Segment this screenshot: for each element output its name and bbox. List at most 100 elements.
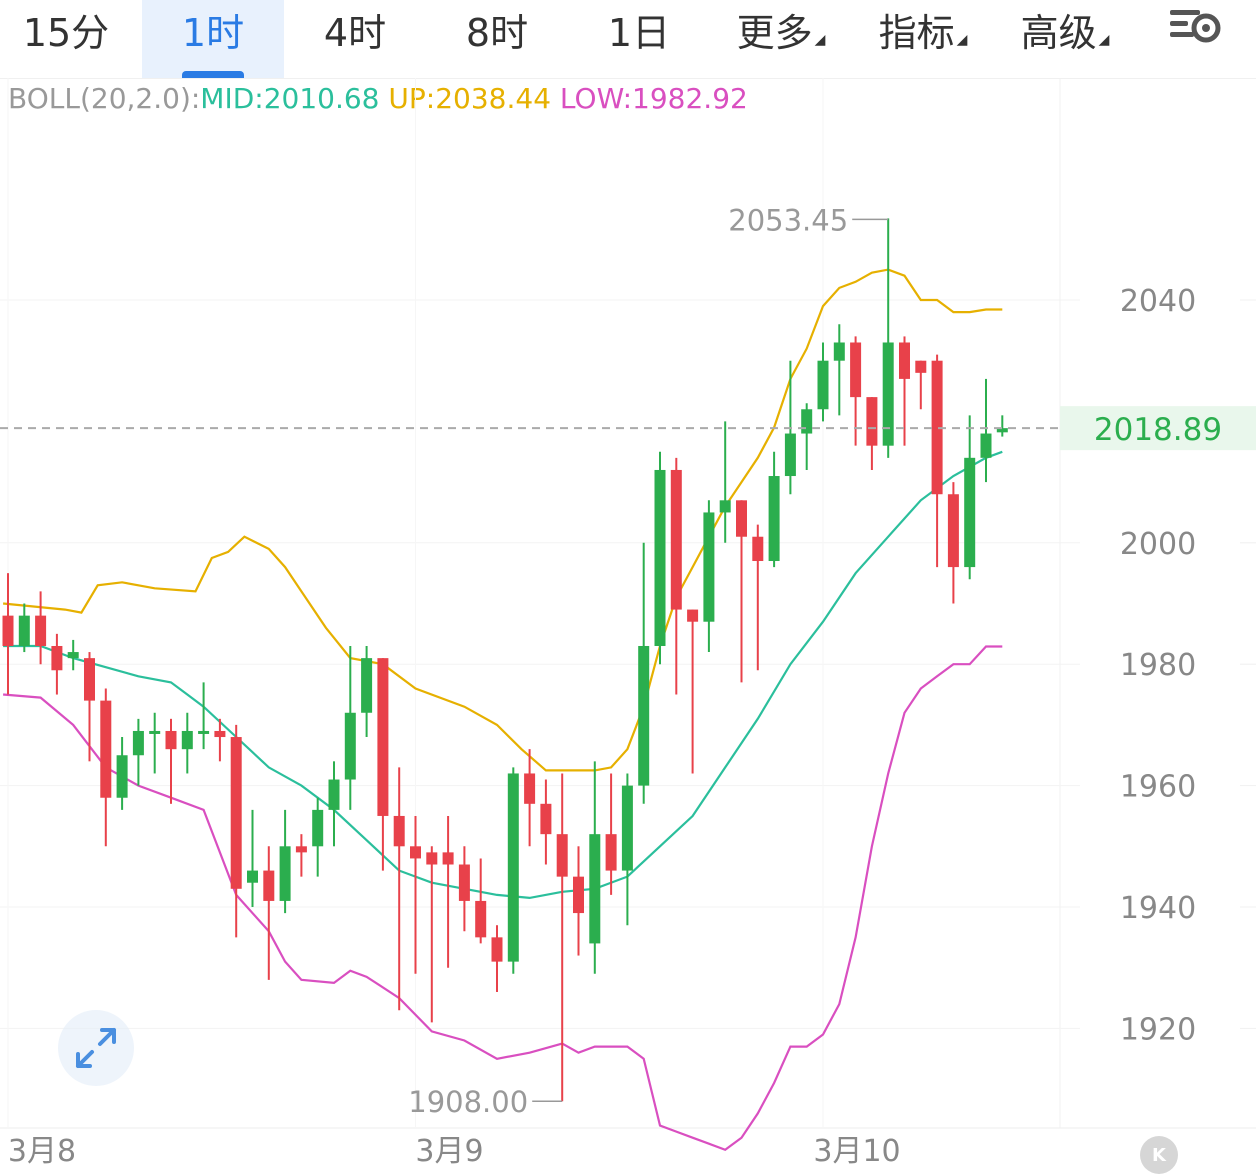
x-tick-label: 3月8 (8, 1134, 76, 1166)
expand-arrows-icon (76, 1028, 116, 1068)
candle-body (703, 512, 715, 622)
candle-body (149, 730, 161, 734)
candle-body (540, 803, 552, 835)
candle-body (768, 476, 780, 562)
tab-15分[interactable]: 15分 (0, 0, 132, 78)
candle-body (556, 834, 568, 877)
tab-label: 1日 (607, 11, 671, 55)
candle-body (573, 876, 584, 914)
candle-body (442, 852, 454, 865)
tab-4时[interactable]: 4时 (284, 0, 426, 78)
candle-body (866, 397, 878, 446)
candle-body (736, 500, 747, 537)
tab-label: 15分 (22, 11, 110, 55)
candle-body (84, 658, 95, 701)
candle-body (410, 846, 421, 859)
boll-mid-value: MID:2010.68 (200, 82, 380, 115)
candle-body (100, 700, 112, 798)
candle-body (165, 730, 177, 750)
y-tick-label: 1960 (1120, 770, 1196, 805)
tab-8时[interactable]: 8时 (426, 0, 568, 78)
candle-body (35, 615, 47, 646)
candle-body (393, 815, 405, 847)
tab-指标[interactable]: 指标 ◢ (852, 0, 994, 78)
candle-body (687, 609, 699, 622)
candle-body (328, 779, 340, 810)
boll-lower-line (3, 645, 1003, 1152)
candle-body (621, 785, 633, 871)
candle-body (996, 428, 1008, 433)
candle-body (670, 469, 682, 610)
candle-body (915, 360, 927, 373)
candle-body (263, 870, 275, 901)
candle-body (605, 834, 617, 871)
tab-label: 4时 (323, 11, 387, 55)
chart-settings-button[interactable] (1166, 4, 1226, 48)
tab-label: 高级 (1020, 11, 1097, 55)
candle-body (198, 730, 210, 734)
candle-body (475, 900, 487, 938)
candle-body (247, 870, 258, 883)
tab-高级[interactable]: 高级 ◢ (994, 0, 1136, 78)
candle-body (377, 658, 389, 816)
candle-body (899, 342, 910, 379)
y-tick-label: 1920 (1120, 1012, 1196, 1047)
tab-1日[interactable]: 1日 (568, 0, 710, 78)
candle-body (51, 645, 63, 671)
x-tick-label: 3月9 (415, 1134, 483, 1166)
current-price-label: 2018.89 (1094, 412, 1222, 448)
candle-body (295, 846, 307, 853)
max-price-label: 2053.45 (728, 203, 848, 237)
candle-body (279, 846, 291, 901)
current-price-badge (1060, 406, 1256, 451)
candle-body (312, 809, 324, 847)
tab-label: 1时 (181, 11, 245, 55)
y-tick-label: 1940 (1120, 891, 1196, 926)
candle-body (458, 864, 470, 901)
settings-sliders-gear-icon (1170, 10, 1221, 43)
candle-body (638, 645, 650, 786)
tab-label: 8时 (465, 11, 529, 55)
expand-chart-button[interactable] (58, 1010, 134, 1086)
candle-body (980, 433, 992, 458)
tab-更多[interactable]: 更多 ◢ (710, 0, 852, 78)
candle-body (507, 773, 519, 962)
candle-body (654, 469, 666, 646)
boll-low-value: LOW:1982.92 (559, 82, 748, 115)
candle-body (882, 342, 894, 446)
candle-body (214, 730, 226, 738)
scroll-to-latest-icon: K (1152, 1144, 1166, 1166)
candle-body (524, 773, 536, 804)
candle-body (850, 342, 862, 398)
y-tick-label: 1980 (1120, 648, 1196, 683)
scroll-to-latest-button[interactable]: K (1140, 1136, 1178, 1174)
candle-body (361, 658, 373, 713)
candle-body (719, 500, 731, 513)
active-tab-indicator (182, 71, 244, 78)
candle-body (784, 433, 796, 477)
boll-indicator-name: BOLL(20,2.0): (8, 82, 201, 115)
candle-body (132, 730, 144, 756)
candle-body (230, 737, 242, 889)
candle-body (491, 937, 503, 962)
boll-mid-line (3, 450, 1003, 900)
candle-body (2, 615, 14, 646)
dropdown-triangle-icon: ◢ (956, 32, 968, 48)
candle-body (589, 834, 601, 944)
tab-label: 指标 (878, 11, 955, 55)
candle-body (752, 536, 764, 562)
x-tick-label: 3月10 (813, 1134, 900, 1166)
candle-body (181, 730, 193, 750)
candle-body (116, 755, 128, 798)
tab-label: 更多 (736, 11, 813, 55)
tab-1时[interactable]: 1时 (142, 0, 284, 78)
candle-body (67, 652, 79, 659)
candle-body (931, 360, 943, 495)
candle-body (947, 494, 959, 568)
candle-body (833, 342, 845, 361)
min-price-label: 1908.00 (408, 1085, 528, 1119)
candle-body (801, 409, 813, 434)
boll-indicator-legend: BOLL(20,2.0):MID:2010.68 UP:2038.44 LOW:… (8, 82, 748, 115)
candle-body (344, 712, 356, 780)
